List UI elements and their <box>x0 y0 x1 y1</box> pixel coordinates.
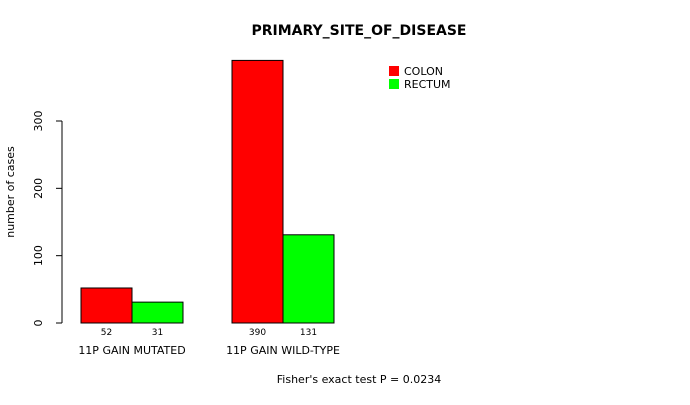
value-label: 52 <box>101 328 112 338</box>
value-labels: 52 31 390 131 <box>101 328 317 338</box>
value-label: 131 <box>300 328 317 338</box>
legend-label-rectum: RECTUM <box>404 78 451 91</box>
fisher-test-footer: Fisher's exact test P = 0.0234 <box>277 373 441 386</box>
category-label: 11P GAIN WILD-TYPE <box>226 344 340 357</box>
y-tick-label: 0 <box>32 320 45 327</box>
bar-rectum-1 <box>131 301 184 324</box>
bar-rectum-2 <box>282 234 335 324</box>
y-tick-label: 300 <box>32 111 45 132</box>
y-tick-label: 200 <box>32 178 45 199</box>
bars <box>80 59 335 324</box>
y-axis-label: number of cases <box>4 146 17 238</box>
category-labels: 11P GAIN MUTATED 11P GAIN WILD-TYPE <box>78 344 340 357</box>
value-label: 390 <box>249 328 266 338</box>
chart-title: PRIMARY_SITE_OF_DISEASE <box>252 23 467 39</box>
legend-swatch-rectum <box>389 79 399 89</box>
legend-swatch-colon <box>389 66 399 76</box>
value-label: 31 <box>152 328 163 338</box>
y-tick-label: 100 <box>32 245 45 266</box>
bar-colon-2 <box>231 59 284 324</box>
bar-colon-1 <box>80 287 133 324</box>
legend-label-colon: COLON <box>404 65 443 78</box>
y-axis: 0 100 200 300 <box>32 111 63 327</box>
category-label: 11P GAIN MUTATED <box>78 344 185 357</box>
